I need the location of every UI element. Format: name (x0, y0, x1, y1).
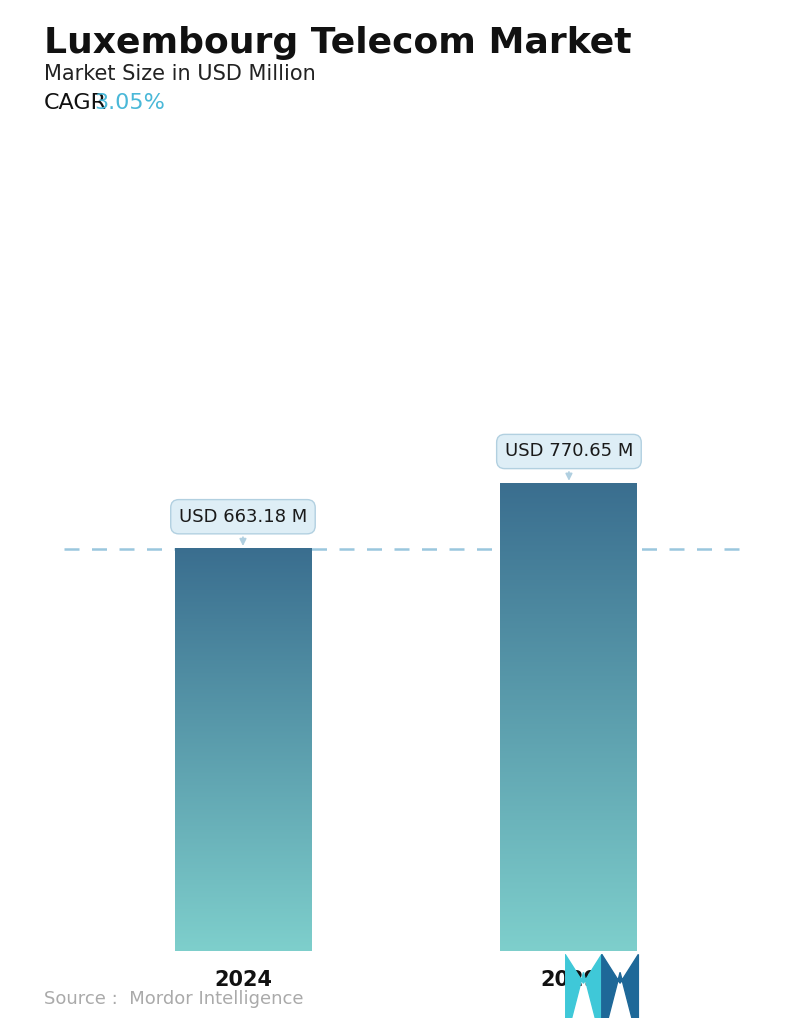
Text: USD 663.18 M: USD 663.18 M (179, 508, 307, 544)
Text: Source :  Mordor Intelligence: Source : Mordor Intelligence (44, 991, 303, 1008)
Polygon shape (565, 954, 602, 1018)
Text: Market Size in USD Million: Market Size in USD Million (44, 64, 315, 84)
Text: 3.05%: 3.05% (94, 93, 165, 113)
Text: CAGR: CAGR (44, 93, 107, 113)
Text: USD 770.65 M: USD 770.65 M (505, 443, 633, 479)
Polygon shape (602, 954, 638, 1018)
Text: Luxembourg Telecom Market: Luxembourg Telecom Market (44, 26, 631, 60)
